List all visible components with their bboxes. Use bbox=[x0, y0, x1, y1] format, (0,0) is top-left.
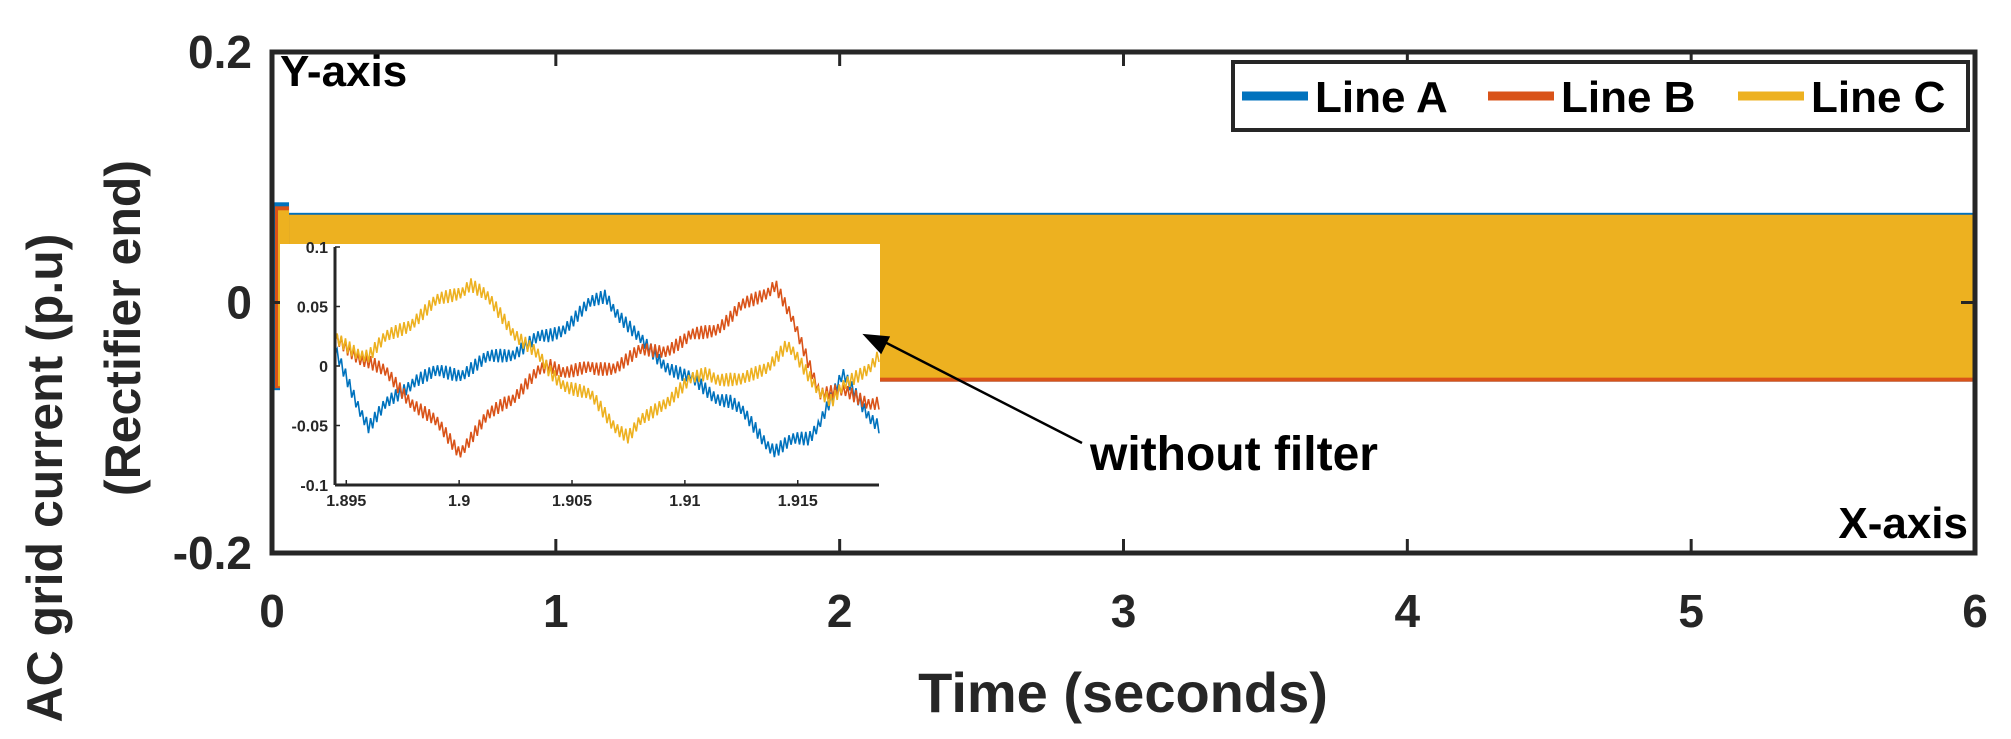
inset-y-tick-label: 0.05 bbox=[297, 300, 328, 317]
inset-x-tick-label: 1.9 bbox=[448, 493, 470, 510]
annotation-label: without filter bbox=[1089, 428, 1378, 481]
x-tick-label: 5 bbox=[1678, 585, 1704, 637]
svg-text:AC grid current (p.u): AC grid current (p.u) bbox=[17, 234, 73, 723]
x-tick-label: 2 bbox=[827, 585, 853, 637]
inset-y-tick-label: 0.1 bbox=[306, 240, 328, 257]
inset-x-tick-label: 1.91 bbox=[669, 493, 700, 510]
y-axis-corner-label: Y-axis bbox=[280, 47, 407, 96]
inset-series-line-b bbox=[334, 280, 880, 458]
inset-y-tick-label: 0 bbox=[319, 359, 328, 376]
inset-x-tick-label: 1.895 bbox=[326, 493, 366, 510]
inset-x-tick-label: 1.905 bbox=[552, 493, 592, 510]
inset-x-tick-label: 1.915 bbox=[778, 493, 818, 510]
x-tick-label: 1 bbox=[543, 585, 569, 637]
inset-y-tick-label: -0.05 bbox=[292, 419, 329, 436]
x-axis-label: Time (seconds) bbox=[918, 661, 1328, 724]
x-tick-label: 4 bbox=[1395, 585, 1421, 637]
annotation-arrow-head bbox=[862, 333, 891, 355]
legend-label-line-c: Line C bbox=[1811, 73, 1945, 122]
y-axis-label-line-1: AC grid current (p.u) bbox=[17, 234, 73, 723]
legend: Line A Line B Line C bbox=[1231, 60, 1970, 132]
y-axis-label-line-2: (Rectifier end) bbox=[95, 160, 151, 496]
inset-series-line-c bbox=[334, 278, 880, 444]
y-tick-label: -0.2 bbox=[173, 527, 252, 579]
y-tick-label: 0 bbox=[226, 277, 252, 329]
legend-label-line-b: Line B bbox=[1561, 73, 1695, 122]
annotation-arrow-line bbox=[875, 336, 1083, 445]
x-tick-label: 6 bbox=[1962, 585, 1988, 637]
y-tick-label: 0.2 bbox=[188, 26, 252, 78]
inset-plot: 1.895 1.9 1.905 1.91 1.915 -0.1 -0.05 0 0.05 0.1 bbox=[280, 240, 880, 510]
legend-box bbox=[1231, 60, 1970, 132]
inset-y-tick-label: -0.1 bbox=[300, 478, 328, 495]
inset-series-line-a bbox=[334, 289, 880, 458]
annotation: without filter bbox=[862, 333, 1378, 481]
axes-frame bbox=[269, 49, 1978, 556]
inset-background bbox=[280, 244, 880, 504]
x-axis-corner-label: X-axis bbox=[1838, 499, 1968, 548]
x-tick-label: 0 bbox=[259, 585, 285, 637]
svg-text:(Rectifier end): (Rectifier end) bbox=[95, 160, 151, 496]
y-axis-label: AC grid current (p.u) (Rectifier end) bbox=[17, 160, 151, 723]
x-tick-label: 3 bbox=[1111, 585, 1137, 637]
legend-label-line-a: Line A bbox=[1315, 73, 1448, 122]
